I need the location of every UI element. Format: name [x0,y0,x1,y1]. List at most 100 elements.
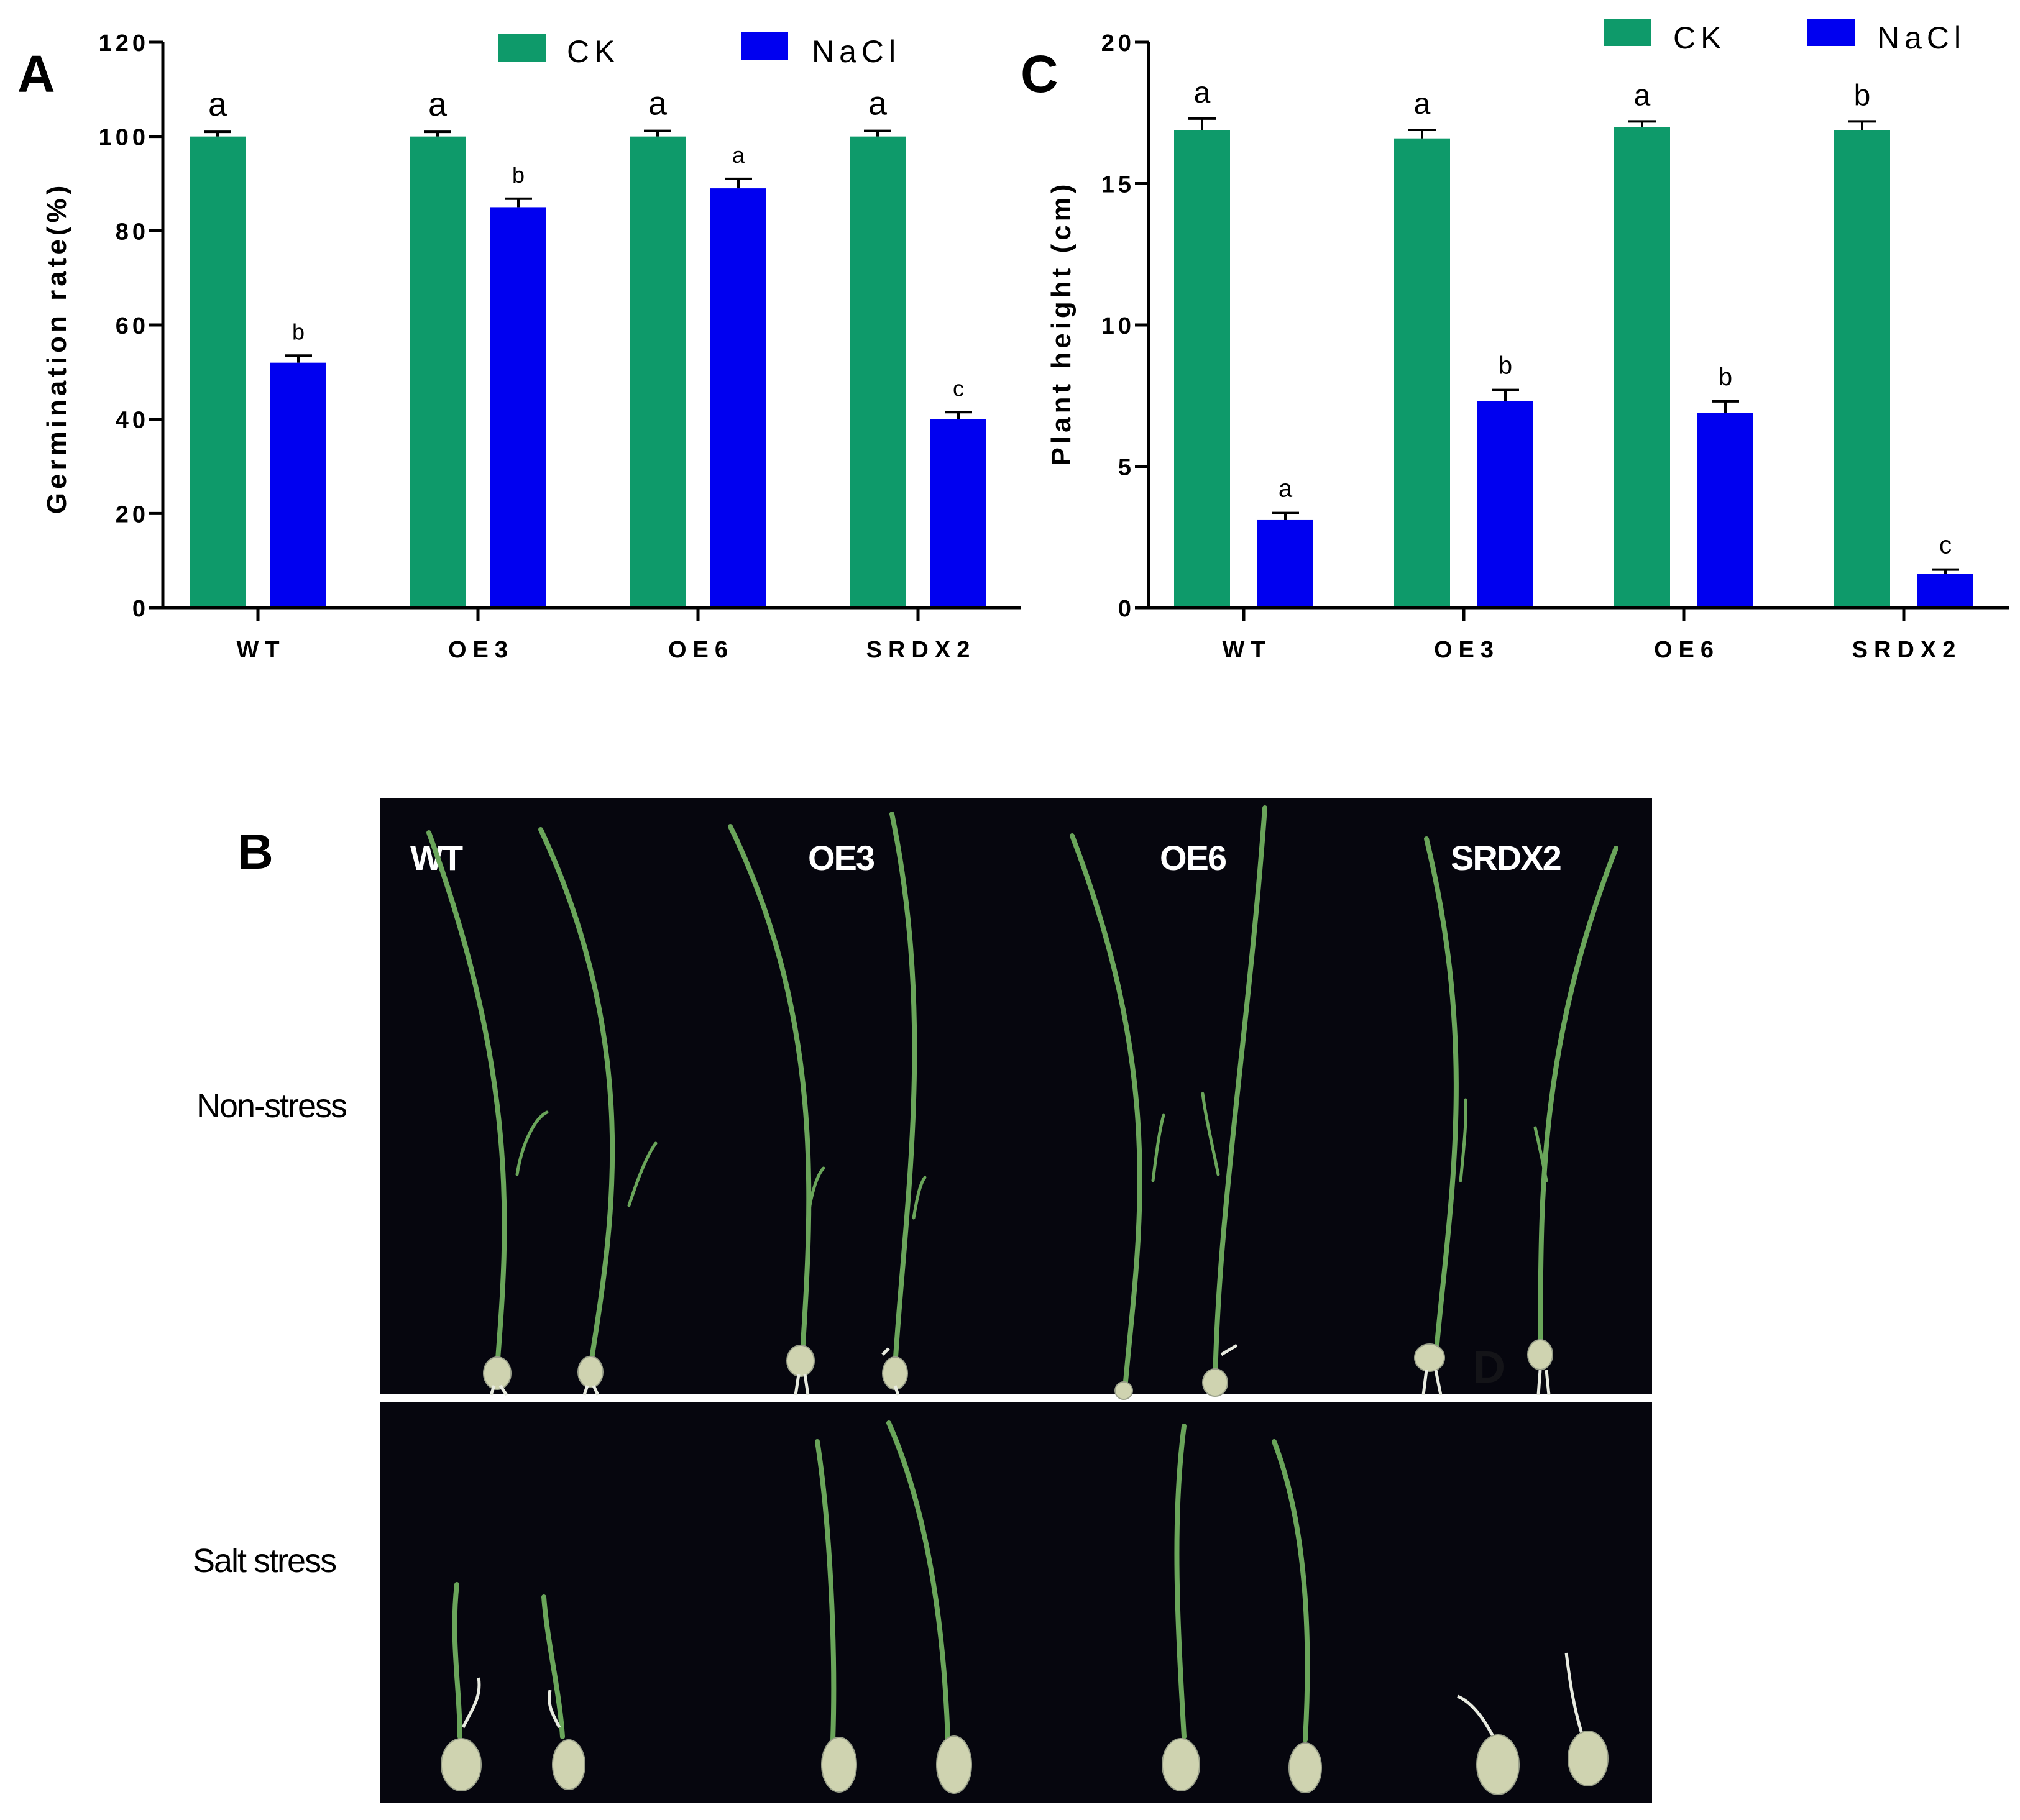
significance-letters: a b a b a a a c [208,85,964,401]
significance-letter: a [1194,76,1211,109]
legend-swatch-nacl [1807,19,1855,46]
panel-b-photo: B WT OE3 OE6 SRDX2 Non-stress Salt stres… [193,798,1652,1803]
seedling [1201,805,1267,1397]
y-tick-label: 15 [1101,172,1135,198]
seedling [1456,1694,1520,1795]
error-bars [1188,117,1959,574]
significance-letter: a [208,86,227,123]
error-bar [505,197,532,208]
y-tick-label: 40 [116,408,149,434]
row-label-salt-stress: Salt stress [193,1542,336,1580]
error-bar [1932,568,1959,574]
legend-label-nacl: NaCl [812,34,901,69]
legend-label-ck: CK [1673,21,1726,55]
significance-letter: c [1939,532,1952,559]
row-label-non-stress: Non-stress [196,1087,347,1125]
significance-letter: a [1279,475,1293,503]
error-bar [204,130,231,137]
significance-letter: b [1854,79,1871,112]
photo-label-oe6: OE6 [1160,838,1226,877]
x-ticks: WT OE3 OE6 SRDX2 [1222,608,1955,663]
bar-ck-oe3 [1394,138,1450,608]
seedlings-non-stress [426,805,1618,1400]
y-tick-label: 60 [116,313,149,339]
error-bar [1492,388,1519,401]
seedling [886,1420,972,1794]
seedling [1272,1439,1322,1793]
significance-letter: a [732,142,745,168]
legend-label-ck: CK [567,34,620,69]
significance-letter: a [648,85,668,122]
x-tick-label: WT [236,637,285,663]
photo-divider [380,1394,1652,1402]
photo-label-oe3: OE3 [808,838,875,877]
seedling [1564,1652,1609,1786]
bar-ck-wt [1174,130,1230,608]
bar-ck-srdx2 [850,136,906,608]
seedlings-salt-stress [441,1420,1609,1795]
error-bar [725,177,752,189]
error-bars [204,129,972,419]
significance-letter: b [1499,352,1512,380]
legend-label-nacl: NaCl [1877,21,1966,55]
significance-letter: a [1414,88,1431,121]
legend-swatch-ck [498,34,546,62]
photo-bottom [380,1402,1652,1803]
bar-nacl-oe3 [490,207,546,608]
significance-letter: b [292,319,305,344]
error-bar [1408,129,1436,139]
y-tick-label: 0 [132,596,149,622]
bar-nacl-oe6 [710,188,766,608]
y-tick-label: 100 [99,125,149,151]
significance-letter: a [428,86,448,123]
y-axis-title: Germination rate(%) [42,182,72,514]
error-bar [285,354,312,363]
legend: CK NaCl [498,32,901,69]
x-tick-label: SRDX2 [866,637,976,663]
y-tick-label: 10 [1101,313,1135,339]
seedling [426,830,549,1396]
significance-letter: c [953,375,964,401]
panel-letter-c: C [1021,45,1058,103]
bar-nacl-wt [1257,519,1313,608]
y-tick-label: 20 [1101,30,1135,57]
x-tick-label: OE3 [1434,637,1500,663]
bar-nacl-oe3 [1477,401,1533,608]
error-bar [1272,511,1299,520]
legend-swatch-ck [1604,19,1651,46]
bar-ck-wt [190,136,246,608]
seedling [1527,846,1618,1396]
error-bar [424,130,451,137]
panel-letter-a: A [17,45,55,103]
panel-letter-b: B [237,824,273,879]
y-tick-label: 120 [99,30,149,57]
y-ticks: 0 5 10 15 20 [1101,30,1149,622]
significance-letter: a [1634,79,1651,112]
error-bar [1188,117,1216,130]
x-tick-label: OE6 [668,637,734,663]
seedling [538,827,658,1396]
bar-nacl-oe6 [1697,413,1753,608]
error-bar [1628,120,1656,127]
bar-ck-srdx2 [1834,130,1890,608]
significance-letter: b [512,162,525,188]
bar-nacl-srdx2 [930,419,986,608]
seedling [1414,836,1467,1396]
y-tick-label: 20 [116,501,149,528]
error-bar [644,129,671,137]
error-bar [864,129,891,137]
chart-a: A Germination rate(%) 0 20 40 60 80 100 120 a b… [17,30,1021,663]
x-tick-label: OE6 [1654,637,1720,663]
photo-label-srdx2: SRDX2 [1451,838,1561,877]
x-tick-label: OE3 [448,637,514,663]
significance-letters: a a a b a b b c [1194,76,1952,559]
error-bar [945,411,972,419]
y-axis-title: Plant height (cm) [1046,181,1077,466]
seedling [1070,833,1165,1400]
x-ticks: WT OE3 OE6 SRDX2 [236,608,976,663]
seedling [728,824,825,1396]
bar-ck-oe6 [630,136,686,608]
bar-nacl-srdx2 [1917,574,1973,608]
seedling [815,1439,857,1793]
